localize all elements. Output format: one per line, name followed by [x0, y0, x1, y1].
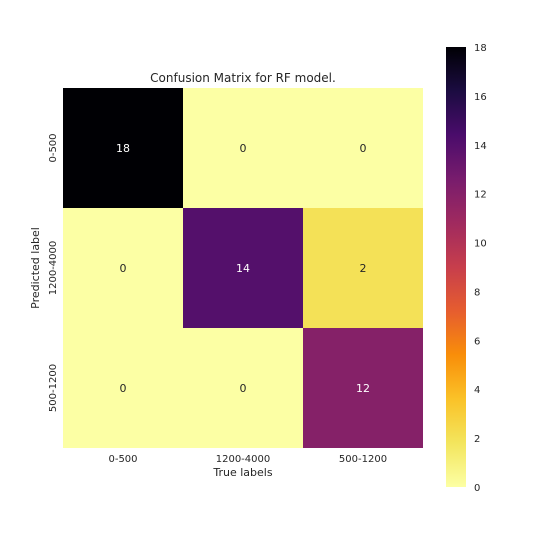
heatmap-cell [303, 208, 423, 328]
cell-value-label: 14 [236, 262, 250, 275]
chart-title: Confusion Matrix for RF model. [150, 71, 336, 85]
cell-value-label: 0 [240, 382, 247, 395]
y-tick-label: 0-500 [48, 133, 59, 162]
y-tick-label: 1200-4000 [48, 241, 59, 296]
cell-value-label: 12 [356, 382, 370, 395]
heatmap-cell [183, 328, 303, 448]
heatmap-cell [63, 328, 183, 448]
heatmap-cell-labels: 18 0 0 0 14 2 0 0 12 [116, 142, 370, 395]
colorbar-tick-labels: 0 2 4 6 8 10 12 14 16 18 [474, 43, 487, 494]
x-tick-label: 0-500 [108, 454, 137, 465]
heatmap-cell [303, 88, 423, 208]
cell-value-label: 0 [240, 142, 247, 155]
cell-value-label: 18 [116, 142, 130, 155]
colorbar-tick-label: 14 [474, 141, 487, 152]
heatmap-cell [303, 328, 423, 448]
heatmap-cell [183, 88, 303, 208]
colorbar-tick-label: 2 [474, 434, 480, 445]
colorbar-tick-label: 8 [474, 287, 480, 298]
colorbar-tick-label: 10 [474, 239, 487, 250]
cell-value-label: 0 [120, 262, 127, 275]
x-tick-label: 1200-4000 [216, 454, 271, 465]
heatmap-cell [183, 208, 303, 328]
cell-value-label: 0 [360, 142, 367, 155]
x-tick-label: 500-1200 [339, 454, 387, 465]
colorbar-tick-label: 4 [474, 385, 480, 396]
colorbar-tick-label: 16 [474, 92, 487, 103]
y-axis-label: Predicted label [29, 227, 42, 309]
y-tick-label: 500-1200 [48, 364, 59, 412]
x-axis-label: True labels [212, 466, 272, 479]
colorbar-tick-label: 6 [474, 336, 480, 347]
heatmap-cells [63, 88, 423, 448]
y-tick-labels: 0-500 1200-4000 500-1200 [48, 133, 59, 412]
heatmap-cell [63, 208, 183, 328]
cell-value-label: 2 [360, 262, 367, 275]
cell-value-label: 0 [120, 382, 127, 395]
heatmap-cell [63, 88, 183, 208]
colorbar-tick-label: 18 [474, 43, 487, 54]
colorbar [446, 47, 466, 487]
x-tick-labels: 0-500 1200-4000 500-1200 [108, 454, 387, 465]
colorbar-tick-label: 0 [474, 483, 480, 494]
colorbar-tick-label: 12 [474, 190, 487, 201]
